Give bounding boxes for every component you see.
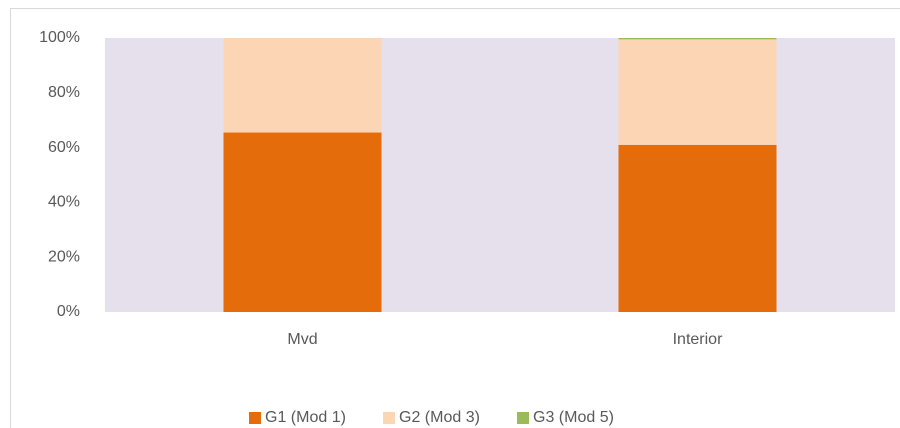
legend-label: G3 (Mod 5)	[533, 409, 614, 426]
x-tick-label: Mvd	[287, 331, 317, 348]
legend-swatch	[383, 412, 395, 424]
bar-segment	[223, 38, 382, 133]
y-tick-label: 60%	[48, 139, 80, 156]
legend-label: G2 (Mod 3)	[399, 409, 480, 426]
bar-segment	[618, 144, 777, 312]
bar-segment	[223, 132, 382, 312]
legend-swatch	[249, 412, 261, 424]
x-tick-label: Interior	[673, 331, 723, 348]
y-tick-label: 20%	[48, 248, 80, 265]
legend-label: G1 (Mod 1)	[265, 409, 346, 426]
y-tick-label: 0%	[57, 303, 80, 320]
bar-segment	[618, 38, 777, 40]
legend-swatch	[517, 412, 529, 424]
bar-segment	[618, 39, 777, 145]
y-tick-label: 100%	[39, 29, 80, 46]
y-tick-label: 40%	[48, 194, 80, 211]
y-tick-label: 80%	[48, 84, 80, 101]
